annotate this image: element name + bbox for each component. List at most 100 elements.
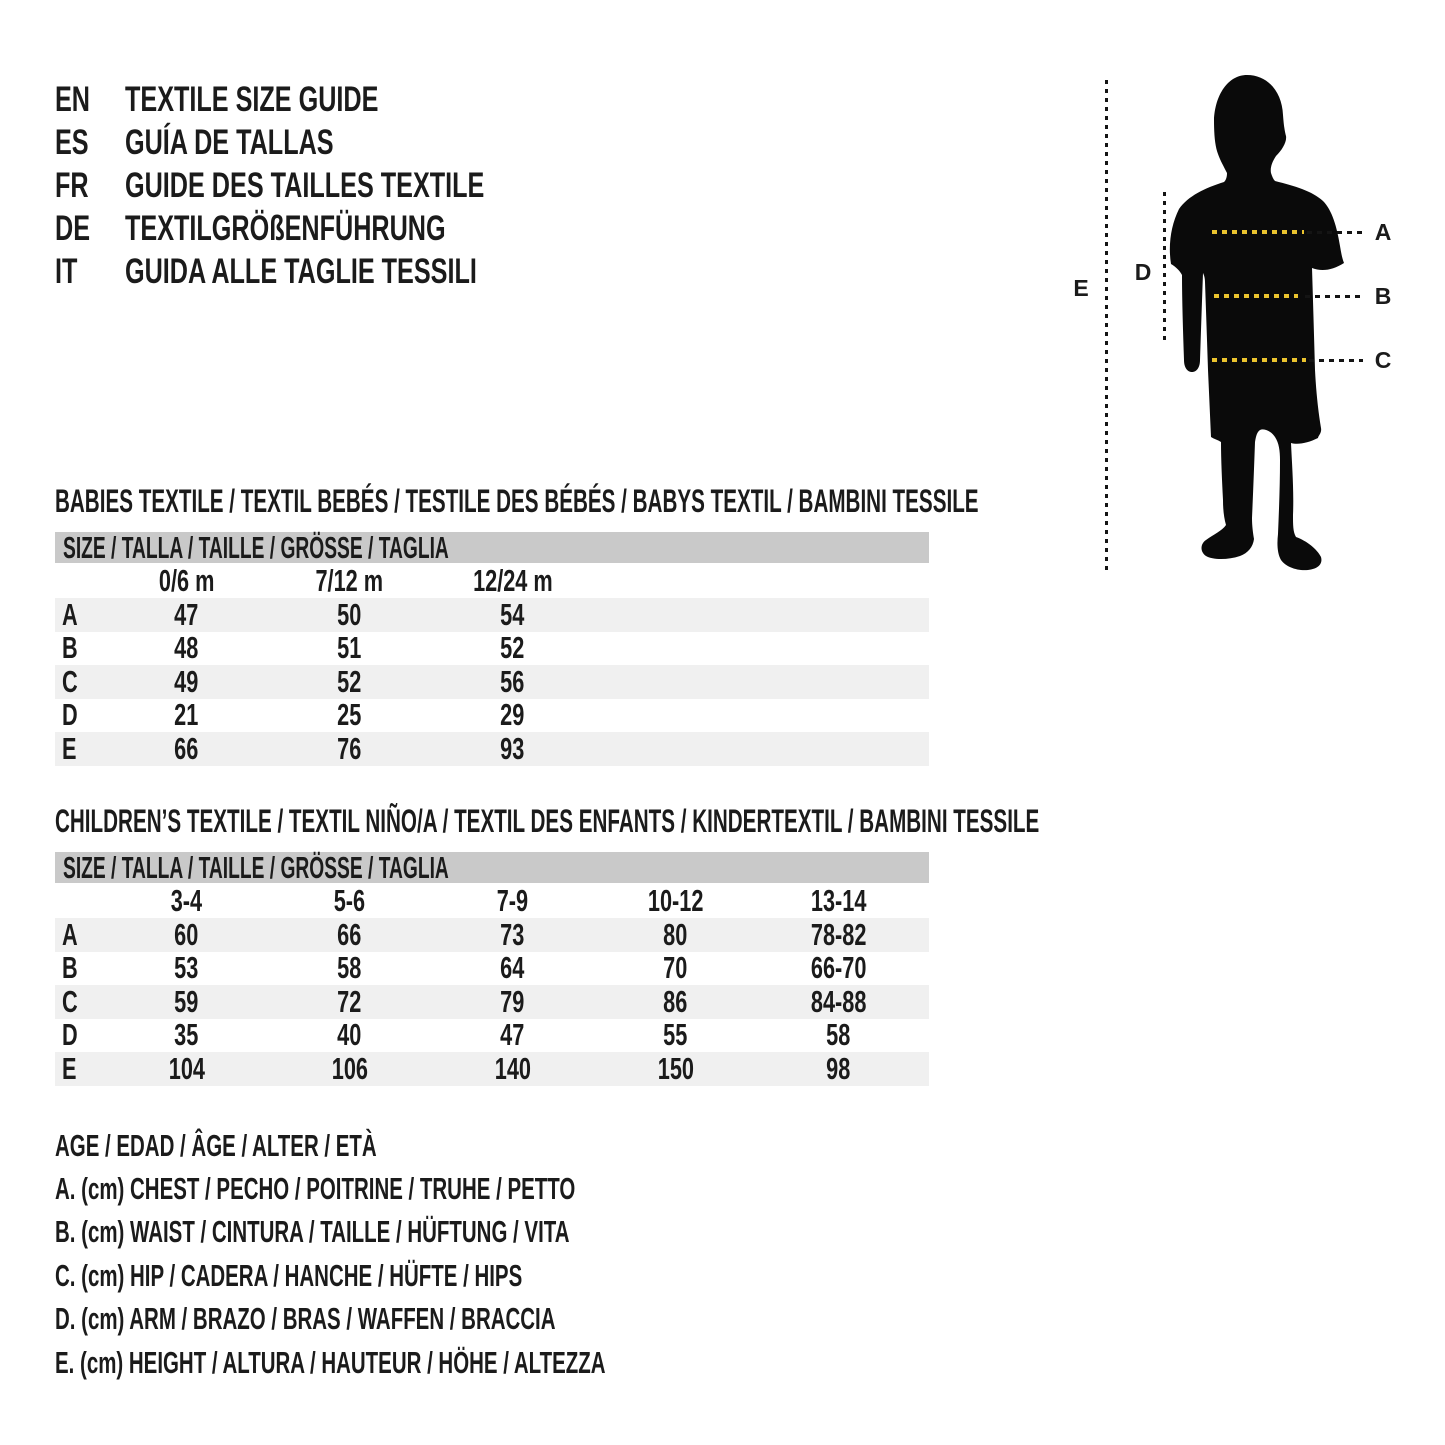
children-column-header-row: 3-4 5-6 7-9 10-12 13-14 <box>55 883 929 918</box>
language-row-it: IT GUIDA ALLE TAGLIE TESSILI <box>55 250 624 293</box>
table-cell: 59 <box>174 983 199 1019</box>
table-row: B 53 58 64 70 66-70 <box>55 950 929 986</box>
table-cell: 47 <box>174 596 199 632</box>
table-cell: 72 <box>337 983 362 1019</box>
table-cell: 56 <box>500 663 525 699</box>
column-header: 5-6 <box>333 882 366 918</box>
legend-line-height: E. (cm) HEIGHT / ALTURA / HAUTEUR / HÖHE… <box>55 1344 606 1380</box>
table-cell: 64 <box>500 950 525 986</box>
children-size-table: SIZE / TALLA / TAILLE / GRÖSSE / TAGLIA … <box>55 852 929 1086</box>
language-code: DE <box>55 208 91 248</box>
legend-line-hip: C. (cm) HIP / CADERA / HANCHE / HÜFTE / … <box>55 1257 523 1293</box>
language-code: EN <box>55 79 91 119</box>
row-label: E <box>62 730 77 766</box>
language-row-fr: FR GUIDE DES TAILLES TEXTILE <box>55 164 624 207</box>
row-label: A <box>62 596 78 632</box>
legend-line-arm: D. (cm) ARM / BRAZO / BRAS / WAFFEN / BR… <box>55 1301 556 1337</box>
table-row: B 48 51 52 <box>55 630 929 666</box>
table-cell: 98 <box>826 1050 851 1086</box>
children-section-title: CHILDREN’S TEXTILE / TEXTIL NIÑO/A / TEX… <box>55 803 1040 839</box>
table-cell: 79 <box>500 983 525 1019</box>
table-cell: 104 <box>168 1050 205 1086</box>
hip-highlight-dash-c <box>1212 358 1306 362</box>
waist-highlight-dash-b <box>1214 294 1298 298</box>
table-cell: 73 <box>500 916 525 952</box>
column-header: 7/12 m <box>315 562 384 598</box>
table-cell: 21 <box>174 697 199 733</box>
legend-line-waist: B. (cm) WAIST / CINTURA / TAILLE / HÜFTU… <box>55 1214 570 1250</box>
guide-title-de: TEXTILGRÖßENFÜHRUNG <box>125 208 446 248</box>
table-cell: 106 <box>331 1050 368 1086</box>
waist-pointer-dots-b <box>1305 295 1363 298</box>
legend-line-age: AGE / EDAD / ÂGE / ALTER / ETÀ <box>55 1127 377 1163</box>
measure-label-b: B <box>1374 283 1392 309</box>
table-cell: 47 <box>500 1017 525 1053</box>
measure-label-e: E <box>1073 275 1089 301</box>
table-cell: 54 <box>500 596 525 632</box>
measure-label-c: C <box>1374 347 1392 373</box>
legend-line-chest: A. (cm) CHEST / PECHO / POITRINE / TRUHE… <box>55 1171 576 1207</box>
table-cell: 66-70 <box>810 950 867 986</box>
height-measure-line-e <box>1105 80 1108 571</box>
table-cell: 150 <box>657 1050 694 1086</box>
table-cell: 66 <box>337 916 362 952</box>
arm-measure-line-d <box>1163 192 1166 342</box>
row-label: C <box>62 663 78 699</box>
language-row-de: DE TEXTILGRÖßENFÜHRUNG <box>55 207 624 250</box>
size-header-bar: SIZE / TALLA / TAILLE / GRÖSSE / TAGLIA <box>55 852 929 883</box>
table-cell: 52 <box>500 630 525 666</box>
table-row: C 49 52 56 <box>55 663 929 699</box>
table-cell: 66 <box>174 730 199 766</box>
guide-title-en: TEXTILE SIZE GUIDE <box>125 79 379 119</box>
table-cell: 51 <box>337 630 362 666</box>
table-row: A 60 66 73 80 78-82 <box>55 916 929 952</box>
table-cell: 49 <box>174 663 199 699</box>
table-cell: 80 <box>663 916 688 952</box>
guide-title-it: GUIDA ALLE TAGLIE TESSILI <box>125 251 477 291</box>
measure-label-d: D <box>1134 259 1152 285</box>
table-cell: 140 <box>494 1050 531 1086</box>
hip-pointer-dots-c <box>1309 359 1363 362</box>
babies-section-title: BABIES TEXTILE / TEXTIL BEBÉS / TESTILE … <box>55 483 979 519</box>
table-cell: 86 <box>663 983 688 1019</box>
guide-title-es: GUÍA DE TALLAS <box>125 122 334 162</box>
language-code: FR <box>55 165 89 205</box>
table-cell: 60 <box>174 916 199 952</box>
chest-highlight-dash-a <box>1212 230 1304 234</box>
table-cell: 78-82 <box>810 916 867 952</box>
column-header: 12/24 m <box>472 562 553 598</box>
table-cell: 55 <box>663 1017 688 1053</box>
measurement-legend: AGE / EDAD / ÂGE / ALTER / ETÀ A. (cm) C… <box>55 1124 889 1384</box>
row-label: D <box>62 697 78 733</box>
table-cell: 40 <box>337 1017 362 1053</box>
table-cell: 58 <box>826 1017 851 1053</box>
table-row: D 21 25 29 <box>55 697 929 733</box>
column-header: 0/6 m <box>158 562 215 598</box>
table-cell: 52 <box>337 663 362 699</box>
size-header-bar: SIZE / TALLA / TAILLE / GRÖSSE / TAGLIA <box>55 532 929 563</box>
column-header: 7-9 <box>496 882 529 918</box>
measure-label-a: A <box>1374 219 1392 245</box>
row-label: B <box>62 630 78 666</box>
babies-size-table: SIZE / TALLA / TAILLE / GRÖSSE / TAGLIA … <box>55 532 929 766</box>
language-code: ES <box>55 122 89 162</box>
language-title-block: EN TEXTILE SIZE GUIDE ES GUÍA DE TALLAS … <box>55 78 624 293</box>
row-label: E <box>62 1050 77 1086</box>
table-row: A 47 50 54 <box>55 596 929 632</box>
table-cell: 48 <box>174 630 199 666</box>
table-cell: 35 <box>174 1017 199 1053</box>
column-header: 13-14 <box>810 882 867 918</box>
column-header: 10-12 <box>647 882 704 918</box>
table-cell: 50 <box>337 596 362 632</box>
chest-pointer-dots-a <box>1307 231 1363 234</box>
table-cell: 84-88 <box>810 983 867 1019</box>
table-cell: 58 <box>337 950 362 986</box>
table-row: E 66 76 93 <box>55 730 929 766</box>
table-row: E 104 106 140 150 98 <box>55 1050 929 1086</box>
row-label: A <box>62 916 78 952</box>
table-row: C 59 72 79 86 84-88 <box>55 983 929 1019</box>
row-label: B <box>62 950 78 986</box>
table-cell: 53 <box>174 950 199 986</box>
column-header: 3-4 <box>170 882 203 918</box>
